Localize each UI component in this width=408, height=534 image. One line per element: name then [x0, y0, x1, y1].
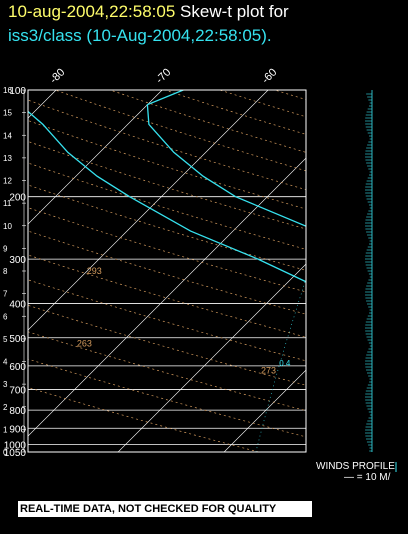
- pressure-tick-label: 200: [9, 193, 26, 204]
- title-label: Skew-t plot for: [180, 2, 289, 21]
- height-tick-label: 3: [3, 380, 8, 389]
- mixing-ratio-label: 0.4: [279, 359, 291, 368]
- dry-adiabat: [219, 90, 306, 118]
- dry-adiabat: [28, 207, 306, 293]
- height-tick-label: 7: [3, 290, 8, 299]
- height-tick-label: 9: [3, 244, 8, 253]
- temperature-tick-label: -70: [154, 66, 174, 86]
- temperature-trace: [146, 90, 306, 227]
- mixing-ratio-line: [255, 278, 306, 452]
- height-tick-label: 16: [3, 86, 12, 95]
- winds-profile-label: WINDS PROFILE: [316, 461, 395, 472]
- temperature-tick-label: -60: [260, 66, 280, 86]
- height-tick-label: 10: [3, 222, 12, 231]
- pressure-tick-label: 1000: [4, 440, 27, 451]
- dry-adiabat: [28, 99, 306, 191]
- isotherm: [28, 90, 269, 331]
- isotherm: [117, 263, 306, 452]
- adiabat-label: 293: [87, 266, 102, 276]
- height-tick-label: 13: [3, 154, 12, 163]
- dry-adiabat: [28, 184, 306, 271]
- height-tick-label: 2: [3, 403, 8, 412]
- plot-title: 10-aug-2004,22:58:05 Skew-t plot for: [8, 2, 289, 22]
- pressure-tick-label: 400: [9, 299, 26, 310]
- dry-adiabat: [28, 162, 306, 250]
- mixing-ratio-line: [367, 197, 408, 452]
- isotherm: [223, 369, 306, 452]
- pressure-tick-label: 1050: [4, 448, 27, 459]
- dry-adiabat: [274, 90, 306, 100]
- pressure-tick-label: 800: [9, 406, 26, 417]
- quality-banner: REAL-TIME DATA, NOT CHECKED FOR QUALITY: [18, 501, 312, 517]
- pressure-tick-label: 100: [9, 86, 26, 97]
- height-tick-label: 1: [3, 425, 8, 434]
- height-tick-label: 4: [3, 358, 8, 367]
- temperature-tick-label: -80: [48, 66, 68, 86]
- datetime-label: 10-aug-2004,22:58:05: [8, 2, 176, 21]
- height-tick-label: 14: [3, 131, 12, 140]
- height-tick-label: 15: [3, 109, 12, 118]
- dewpoint-trace: [28, 110, 306, 283]
- pressure-tick-label: 900: [9, 424, 26, 435]
- adiabat-label: 273: [261, 365, 276, 375]
- dry-adiabat: [28, 358, 306, 438]
- winds-scale-label: — = 10 M/: [344, 472, 391, 483]
- plot-frame: [27, 89, 307, 453]
- height-tick-label: 5: [3, 335, 8, 344]
- pressure-tick-label: 700: [9, 386, 26, 397]
- dry-adiabat: [384, 90, 408, 452]
- adiabat-label: 263: [77, 339, 92, 349]
- height-tick-label: 8: [3, 267, 8, 276]
- plot-area: 263 273 293 0.4: [28, 90, 408, 452]
- height-tick-label: 12: [3, 177, 12, 186]
- height-tick-label: 0: [3, 448, 8, 457]
- height-tick-label: 11: [3, 199, 12, 208]
- isotherm: [28, 157, 306, 437]
- plot-subtitle: iss3/class (10-Aug-2004,22:58:05).: [8, 26, 272, 45]
- height-tick-label: 6: [3, 312, 8, 321]
- dry-adiabat: [28, 387, 259, 452]
- pressure-tick-label: 500: [9, 334, 26, 345]
- dry-adiabat: [28, 331, 306, 411]
- pressure-tick-label: 300: [9, 255, 26, 266]
- pressure-tick-label: 600: [9, 362, 26, 373]
- isotherm: [28, 90, 163, 225]
